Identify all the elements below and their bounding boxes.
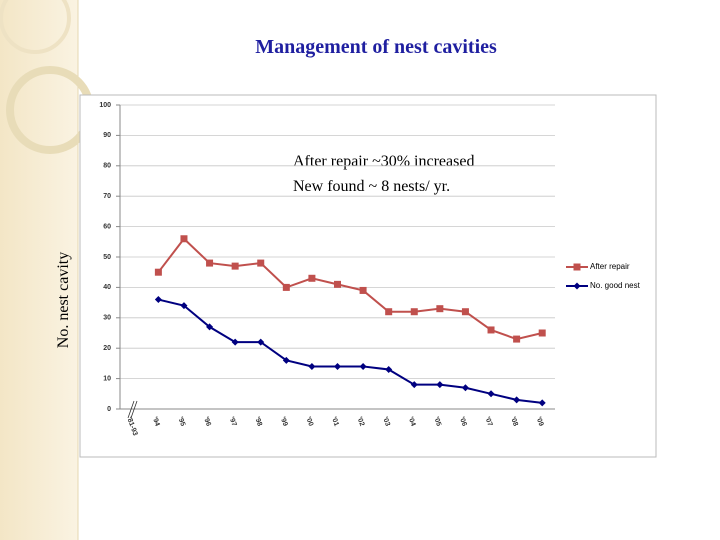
annotation: New found ~ 8 nests/ yr.: [293, 178, 450, 195]
y-tick-label: 100: [99, 102, 111, 109]
y-tick-label: 80: [103, 163, 111, 170]
x-tick-label: '09: [535, 416, 545, 427]
y-tick-label: 90: [103, 132, 111, 139]
marker: [231, 338, 239, 346]
marker: [334, 362, 341, 370]
marker: [385, 308, 393, 316]
y-tick-label: 40: [103, 284, 111, 291]
marker: [461, 384, 469, 392]
marker: [257, 259, 265, 267]
x-tick-label: '96: [202, 416, 212, 427]
marker: [206, 259, 214, 267]
marker: [513, 396, 521, 404]
x-tick-label: '03: [381, 416, 391, 427]
x-tick-label: '97: [228, 416, 238, 427]
plot: 0102030405060708090100'81-93'94'95'96'97…: [99, 102, 640, 437]
marker: [538, 329, 546, 337]
marker: [308, 274, 316, 282]
y-tick-label: 0: [107, 406, 111, 413]
x-tick-label: '95: [176, 416, 186, 427]
marker: [513, 335, 521, 343]
series-line: [157, 237, 543, 341]
y-tick-label: 50: [103, 254, 111, 261]
chart-title: Management of nest cavities: [255, 36, 497, 58]
y-tick-label: 60: [103, 223, 111, 230]
marker: [180, 235, 188, 243]
marker: [359, 362, 367, 370]
legend-label: No. good nest: [590, 281, 641, 290]
y-axis-label: No. nest cavity: [55, 252, 72, 348]
x-tick-label: '01: [330, 416, 340, 427]
legend-label: After repair: [590, 262, 630, 271]
x-tick-label: '02: [355, 416, 365, 427]
ring-decoration: [0, 0, 71, 54]
x-tick-label: '06: [458, 416, 468, 427]
marker: [436, 381, 444, 389]
y-tick-label: 10: [103, 375, 111, 382]
marker: [206, 323, 214, 331]
marker: [538, 399, 546, 407]
y-tick-label: 20: [103, 345, 111, 352]
marker: [487, 390, 495, 398]
marker: [282, 283, 290, 291]
x-tick-label: '05: [432, 416, 442, 427]
marker: [573, 263, 581, 271]
x-tick-label: '99: [279, 416, 289, 427]
x-tick-label: '04: [407, 416, 417, 427]
chart-frame: [79, 94, 657, 458]
marker: [154, 268, 162, 276]
y-tick-label: 70: [103, 193, 111, 200]
marker: [436, 305, 444, 313]
marker: [308, 362, 316, 370]
marker: [154, 296, 162, 304]
marker: [359, 286, 367, 294]
x-tick-label: '98: [253, 416, 263, 427]
x-tick-label: '07: [483, 416, 493, 427]
annotation: After repair ~30% increased: [293, 153, 474, 170]
marker: [461, 308, 469, 316]
marker: [334, 280, 341, 288]
marker: [385, 365, 393, 373]
marker: [487, 326, 495, 334]
marker: [282, 356, 290, 364]
marker: [180, 302, 188, 310]
marker: [410, 381, 418, 389]
marker: [257, 338, 265, 346]
marker: [231, 262, 239, 270]
marker: [410, 308, 418, 316]
x-tick-label: '00: [304, 416, 314, 427]
marker: [573, 282, 581, 290]
x-tick-label: '08: [509, 416, 519, 427]
y-tick-label: 30: [103, 315, 111, 322]
axis-break: [127, 400, 138, 419]
x-tick-label: '94: [151, 416, 161, 427]
series-line: [158, 298, 543, 404]
